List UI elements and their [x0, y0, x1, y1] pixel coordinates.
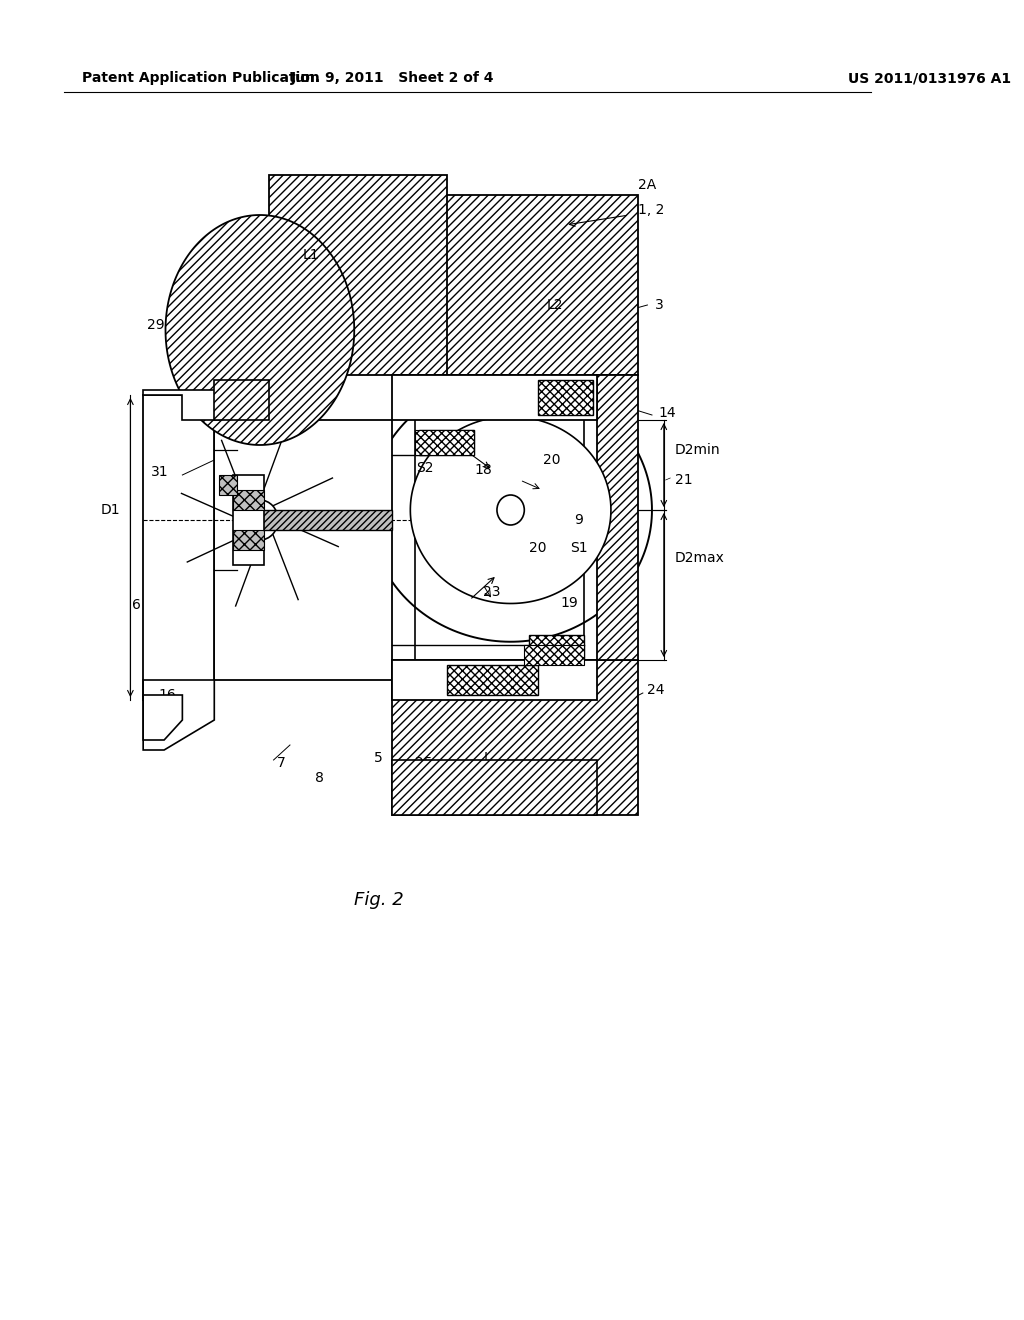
- Text: 23: 23: [483, 585, 501, 599]
- Text: Jun. 9, 2011   Sheet 2 of 4: Jun. 9, 2011 Sheet 2 of 4: [291, 71, 494, 84]
- Text: Fig. 2: Fig. 2: [353, 891, 403, 909]
- Polygon shape: [538, 380, 593, 414]
- Polygon shape: [411, 417, 611, 603]
- Text: D2max: D2max: [675, 550, 725, 565]
- Text: Patent Application Publication: Patent Application Publication: [82, 71, 319, 84]
- Text: 7: 7: [276, 756, 286, 770]
- Text: 20: 20: [544, 453, 561, 467]
- Polygon shape: [420, 430, 474, 455]
- Text: 19: 19: [561, 597, 579, 610]
- Polygon shape: [246, 510, 392, 531]
- Polygon shape: [524, 645, 584, 665]
- Text: 6: 6: [132, 598, 141, 612]
- Text: S2: S2: [417, 461, 434, 475]
- Polygon shape: [415, 430, 474, 455]
- Text: 2A: 2A: [638, 178, 656, 191]
- Text: 20: 20: [528, 541, 547, 554]
- Polygon shape: [214, 380, 269, 420]
- Polygon shape: [370, 379, 652, 642]
- Polygon shape: [232, 475, 264, 565]
- Text: L1: L1: [302, 248, 319, 261]
- Polygon shape: [392, 195, 638, 375]
- Text: 29: 29: [146, 318, 164, 333]
- Text: 31: 31: [152, 465, 169, 479]
- Text: L2: L2: [547, 298, 563, 312]
- Text: 9: 9: [574, 513, 584, 527]
- Polygon shape: [392, 660, 597, 700]
- Polygon shape: [232, 531, 264, 550]
- Text: US 2011/0131976 A1: US 2011/0131976 A1: [848, 71, 1011, 84]
- Circle shape: [497, 495, 524, 525]
- Polygon shape: [143, 389, 219, 420]
- Text: D2min: D2min: [675, 444, 721, 457]
- Polygon shape: [269, 176, 446, 375]
- Text: 18: 18: [474, 463, 492, 477]
- Polygon shape: [143, 696, 182, 741]
- Text: 14: 14: [658, 407, 676, 420]
- Text: 8: 8: [314, 771, 324, 785]
- Text: D1: D1: [100, 503, 121, 517]
- Polygon shape: [232, 490, 264, 510]
- Polygon shape: [219, 475, 238, 495]
- Text: 16: 16: [159, 688, 176, 702]
- Text: 12: 12: [438, 686, 456, 700]
- Polygon shape: [143, 395, 214, 700]
- Text: 24: 24: [647, 682, 665, 697]
- Polygon shape: [214, 420, 392, 680]
- Polygon shape: [166, 215, 354, 445]
- Polygon shape: [143, 680, 214, 750]
- Polygon shape: [392, 660, 638, 814]
- Text: L: L: [483, 751, 492, 766]
- Text: 5: 5: [374, 751, 383, 766]
- Circle shape: [242, 500, 279, 540]
- Polygon shape: [392, 760, 597, 814]
- Text: 3: 3: [654, 298, 664, 312]
- Text: 25: 25: [415, 756, 432, 770]
- Text: S1: S1: [570, 541, 588, 554]
- Polygon shape: [597, 375, 638, 660]
- Polygon shape: [392, 375, 597, 420]
- Text: 1, 2: 1, 2: [638, 203, 665, 216]
- Text: 21: 21: [675, 473, 692, 487]
- Polygon shape: [528, 635, 584, 660]
- Polygon shape: [446, 665, 538, 696]
